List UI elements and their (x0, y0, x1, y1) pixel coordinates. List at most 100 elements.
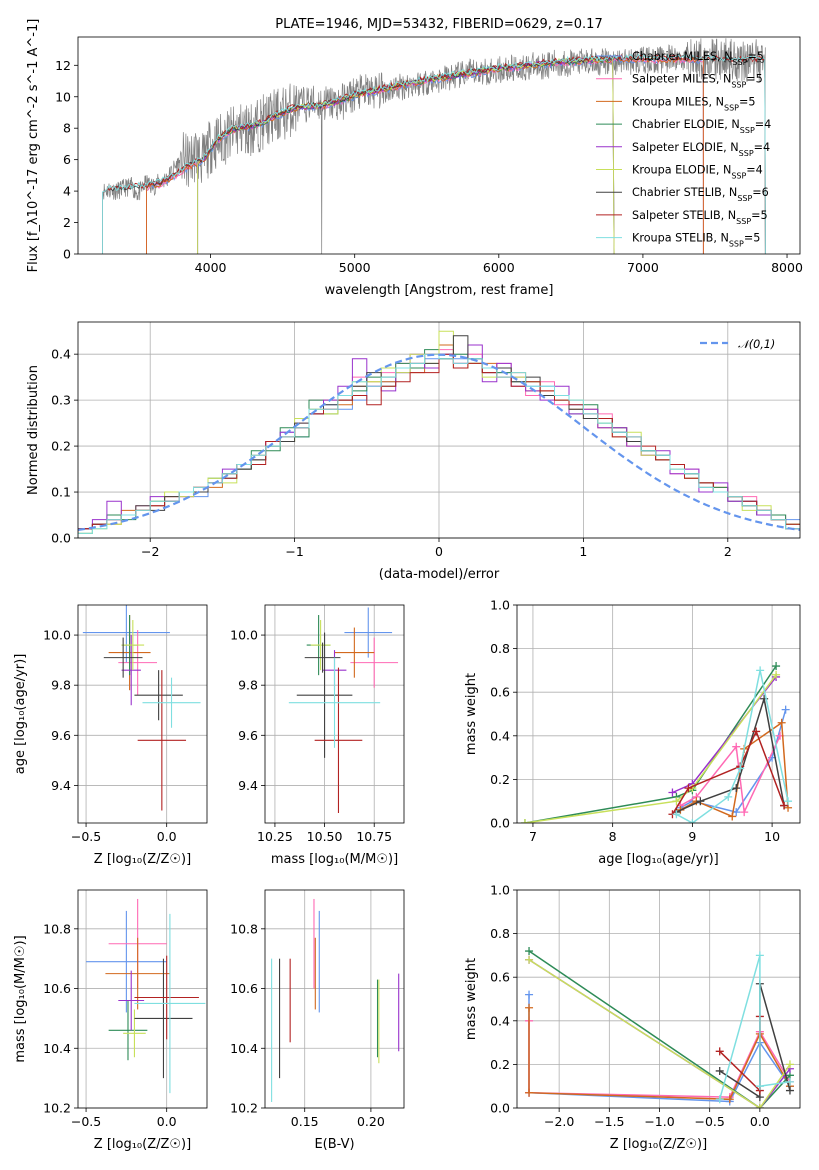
x-tick-label: 5000 (339, 260, 371, 275)
errorbar-point (123, 1009, 146, 1058)
weight-line-9 (676, 670, 789, 823)
age_vs_Z-grid (78, 605, 207, 823)
errorbar-point (108, 1000, 148, 1061)
x-tick-label: −1 (285, 544, 303, 559)
mass_vs_ebv-plot-area (271, 898, 400, 1103)
errorbar-point (105, 937, 170, 1010)
errorbar-point (134, 670, 183, 721)
y-tick-label: 0.1 (51, 485, 71, 500)
y-axis-label: Normed distribution (26, 365, 41, 495)
plus-marker (732, 742, 741, 751)
x-axis-label: (data-model)/error (379, 567, 500, 582)
y-tick-label: 0.2 (490, 1057, 510, 1072)
y-axis-label: mass [log₁₀(M/M☉)] (13, 935, 28, 1062)
y-tick-label: 10.0 (43, 628, 71, 643)
plus-marker (696, 797, 705, 806)
plus-marker (736, 764, 745, 773)
y-tick-label: 0.8 (490, 641, 510, 656)
y-tick-label: 0.6 (490, 970, 510, 985)
plus-marker (525, 955, 534, 964)
plus-marker (784, 797, 793, 806)
y-axis-label: Flux [f_λ10^-17 erg cm^-2 s^-1 A^-1] (26, 19, 41, 273)
errorbar-point (121, 620, 145, 671)
x-tick-label: 7 (529, 829, 537, 844)
mass_vs_Z-panel: −0.5 0.0 10.2 10.4 10.6 10.8 Z [log₁₀(Z/Z☉)] ma… (13, 889, 208, 1152)
legend-entry: Kroupa MILES, NSSP=5 (632, 95, 755, 112)
y-tick-label: 0.0 (51, 531, 71, 546)
x-tick-label: 0.0 (157, 1114, 177, 1129)
plus-marker (525, 1003, 534, 1012)
errorbar-point (314, 667, 363, 813)
y-tick-label: 0.4 (490, 728, 510, 743)
residuals-frame (77, 321, 801, 539)
errorbar-point (142, 677, 201, 728)
x-tick-label: 2 (724, 544, 732, 559)
plus-marker (525, 990, 534, 999)
plus-marker (777, 718, 786, 727)
plus-marker (525, 947, 534, 956)
weight_vs_age-panel: 7 8 9 10 0.0 0.2 0.4 0.6 0.8 1.0 age [log₁₀(age/yr… (464, 598, 801, 867)
y-tick-label: 10.2 (43, 1101, 71, 1116)
legend-entry: 𝒩(0,1) (738, 338, 775, 351)
x-axis-label: mass [log₁₀(M/M☉)] (271, 852, 398, 867)
legend-entry: Chabrier ELODIE, NSSP=4 (632, 118, 771, 135)
age_vs_mass-panel: 10.25 10.50 10.75 9.4 9.6 9.8 10.0 mass [log₁₀(… (230, 604, 405, 867)
y-tick-label: 0.2 (490, 772, 510, 787)
x-axis-label: wavelength [Angstrom, rest frame] (325, 283, 554, 298)
x-axis-label: Z [log₁₀(Z/Z☉)] (94, 1137, 191, 1152)
x-tick-label: 1 (579, 544, 587, 559)
age_vs_Z-panel: −0.5 0.0 9.4 9.6 9.8 10.0 Z [log₁₀(Z/Z☉)] age [… (13, 604, 208, 867)
errorbar-point (121, 635, 141, 706)
plus-marker (755, 1104, 764, 1108)
spectrum-plot-area (102, 38, 766, 254)
y-tick-label: 0.3 (51, 393, 71, 408)
x-tick-label: −2 (141, 544, 159, 559)
weight_vs_age-frame (516, 604, 801, 824)
weight-line-9 (718, 955, 791, 1100)
errorbar-point (296, 632, 353, 758)
legend-entry: Kroupa ELODIE, NSSP=4 (632, 164, 763, 181)
normal-reference-curve (78, 353, 800, 531)
plus-marker (772, 670, 781, 679)
errorbar-point (134, 913, 206, 1094)
plus-marker (715, 1047, 724, 1056)
plus-marker (772, 662, 781, 671)
residuals-panel: −2 −1 0 1 2 0.0 0.1 0.2 0.3 0.4 (data-model)/error… (26, 321, 801, 582)
chart-title: PLATE=1946, MJD=53432, FIBERID=0629, z=0… (275, 17, 602, 32)
weight_vs_Z-plot-area (525, 947, 794, 1108)
plus-marker (672, 810, 681, 819)
y-tick-label: 10.6 (230, 981, 258, 996)
plus-marker (728, 812, 737, 821)
plus-marker (740, 808, 749, 817)
plus-marker (520, 819, 529, 823)
weight_vs_Z-grid (517, 889, 800, 1109)
x-axis-label: age [log₁₀(age/yr)] (598, 852, 719, 867)
plus-marker (525, 1088, 534, 1097)
y-tick-label: 10.8 (230, 921, 258, 936)
y-tick-label: 9.4 (51, 778, 71, 793)
plus-marker (752, 727, 761, 736)
weight-line-6 (528, 959, 791, 1108)
plus-marker (684, 784, 693, 793)
y-tick-label: 0.4 (490, 1013, 510, 1028)
plus-marker (781, 705, 790, 714)
y-tick-label: 12 (55, 58, 71, 73)
mass_vs_Z-plot-area (86, 898, 206, 1094)
data-spectrum-line (102, 38, 766, 254)
y-tick-label: 10.2 (230, 1101, 258, 1116)
y-tick-label: 10.8 (43, 921, 71, 936)
errorbar-point (137, 670, 187, 811)
model-line-9 (102, 53, 766, 254)
x-axis-label: E(B-V) (314, 1137, 354, 1152)
y-tick-label: 10.0 (230, 628, 258, 643)
x-tick-label: 7000 (627, 260, 659, 275)
x-tick-label: 0.0 (750, 1114, 770, 1129)
y-tick-label: 9.6 (238, 728, 258, 743)
x-tick-label: −1.0 (644, 1114, 674, 1129)
legend-entry: Kroupa STELIB, NSSP=5 (632, 232, 760, 249)
y-tick-label: 10.4 (230, 1041, 258, 1056)
legend-entry: Chabrier MILES, NSSP=5 (632, 50, 764, 67)
weight-line-4 (528, 950, 791, 1108)
legend-entry: Salpeter ELODIE, NSSP=4 (632, 141, 770, 158)
